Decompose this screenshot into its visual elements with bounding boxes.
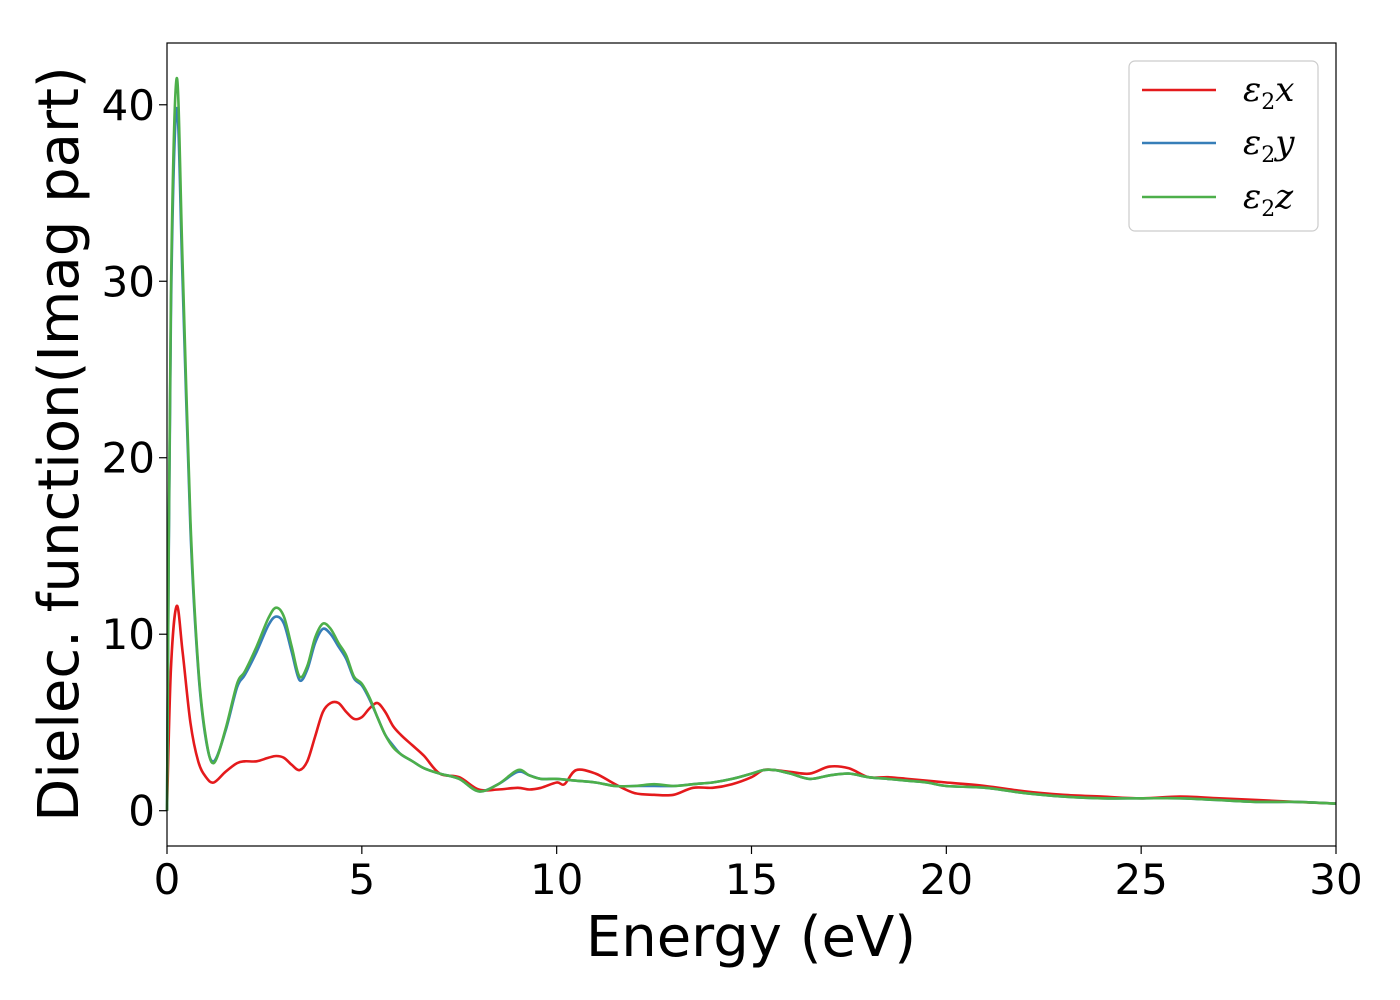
x-tick-label: 30 — [1309, 855, 1362, 904]
legend-label-z: z — [1274, 177, 1294, 217]
x-axis: 0 5 10 15 20 25 30 — [154, 846, 1363, 904]
legend-subscript-x: 2 — [1261, 90, 1275, 115]
legend-symbol-y: ε — [1243, 123, 1261, 163]
legend-entry-z: ε2z — [1142, 177, 1294, 222]
legend-entry-x: ε2x — [1142, 70, 1294, 115]
legend-label-x: x — [1275, 70, 1294, 110]
series-line-x — [165, 604, 1337, 811]
x-tick-label: 15 — [725, 855, 778, 904]
y-tick-label: 40 — [102, 81, 155, 130]
y-tick-label: 10 — [102, 610, 155, 659]
svg-text:ε2x: ε2x — [1243, 70, 1294, 115]
series-layer — [165, 76, 1337, 811]
legend-subscript-z: 2 — [1261, 197, 1275, 222]
x-tick-label: 25 — [1114, 855, 1167, 904]
y-axis-label: Dielec. function(Imag part) — [27, 66, 92, 822]
x-tick-label: 5 — [348, 855, 375, 904]
legend-symbol-x: ε — [1243, 70, 1261, 110]
legend: ε2x ε2y ε2z — [1128, 60, 1319, 232]
legend-subscript-y: 2 — [1261, 143, 1275, 168]
y-tick-label: 0 — [128, 787, 155, 836]
x-axis-label: Energy (eV) — [586, 905, 916, 970]
y-tick-label: 20 — [102, 434, 155, 483]
x-tick-label: 10 — [530, 855, 583, 904]
svg-text:ε2z: ε2z — [1243, 177, 1294, 222]
legend-symbol-z: ε — [1243, 177, 1261, 217]
legend-entry-y: ε2y — [1142, 123, 1295, 168]
series-line-z — [165, 76, 1337, 811]
x-tick-label: 0 — [154, 855, 181, 904]
y-tick-label: 30 — [102, 257, 155, 306]
y-axis: 0 10 20 30 40 — [102, 81, 167, 836]
legend-box — [1128, 60, 1319, 232]
x-tick-label: 20 — [920, 855, 973, 904]
legend-label-y: y — [1273, 123, 1295, 163]
svg-text:ε2y: ε2y — [1243, 123, 1295, 168]
